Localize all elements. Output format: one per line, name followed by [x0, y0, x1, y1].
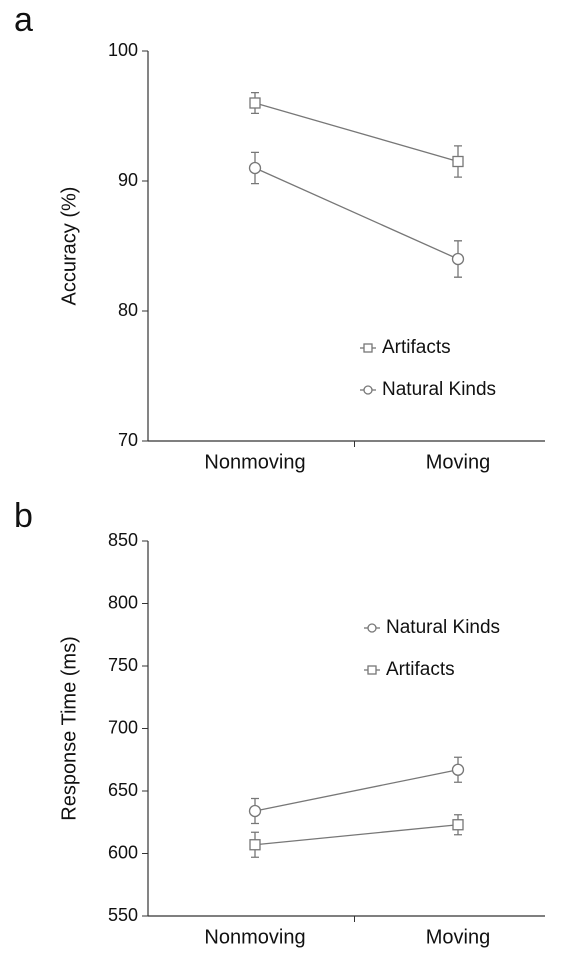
legend-marker	[367, 665, 377, 675]
y-tick-label: 750	[108, 655, 138, 675]
x-tick-label: Moving	[426, 451, 490, 473]
legend-marker	[363, 343, 373, 353]
y-tick-label: 700	[108, 717, 138, 737]
y-axis-title: Accuracy (%)	[58, 187, 80, 306]
series-line	[254, 167, 459, 260]
marker	[452, 819, 464, 831]
y-tick-label: 800	[108, 592, 138, 612]
y-tick-label: 70	[118, 430, 138, 450]
marker	[248, 804, 262, 818]
legend-marker	[367, 623, 377, 633]
marker	[249, 839, 261, 851]
y-tick-label: 650	[108, 780, 138, 800]
y-tick-label: 850	[108, 530, 138, 550]
y-tick-label: 100	[108, 40, 138, 60]
series-line	[254, 102, 459, 163]
marker	[451, 763, 465, 776]
x-tick-label: Nonmoving	[204, 451, 305, 473]
marker	[452, 155, 464, 168]
series-line	[254, 769, 459, 812]
marker	[249, 97, 261, 109]
y-tick-label: 80	[118, 300, 138, 320]
legend-label: Natural Kinds	[382, 379, 496, 400]
x-tick-label: Nonmoving	[204, 926, 305, 948]
legend-label: Natural Kinds	[386, 617, 500, 638]
panel-label: a	[14, 1, 33, 39]
x-tick-label: Moving	[426, 926, 490, 948]
marker	[451, 252, 465, 266]
legend-label: Artifacts	[386, 659, 455, 680]
y-tick-label: 600	[108, 842, 138, 862]
legend-marker	[363, 385, 373, 395]
y-tick-label: 550	[108, 905, 138, 925]
marker	[248, 161, 262, 175]
series-line	[254, 824, 459, 846]
legend-label: Artifacts	[382, 337, 451, 358]
y-axis-title: Response Time (ms)	[58, 636, 80, 821]
y-tick-label: 90	[118, 170, 138, 190]
panel-label: b	[14, 497, 33, 535]
